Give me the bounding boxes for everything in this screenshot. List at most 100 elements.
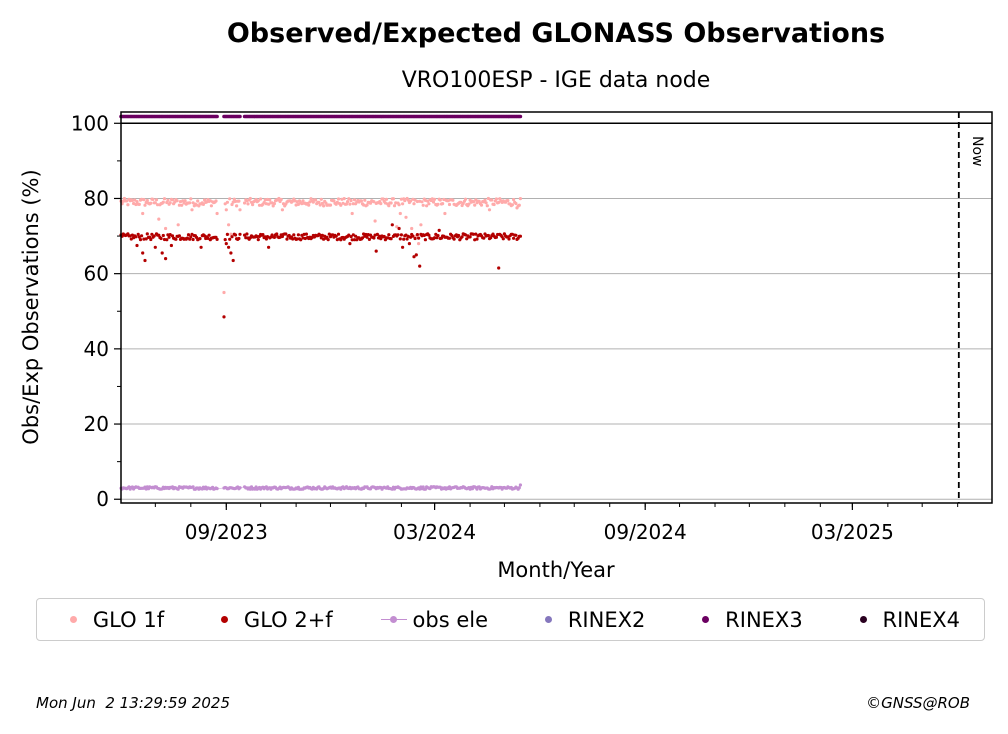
point-glo-1f xyxy=(201,202,205,206)
chart-subtitle: VRO100ESP - IGE data node xyxy=(402,68,711,93)
point-glo-2-f xyxy=(365,235,369,239)
point-glo-1f xyxy=(320,201,324,205)
point-glo-1f xyxy=(332,199,336,203)
point-glo-1f xyxy=(237,199,241,203)
point-glo-2-f xyxy=(231,258,235,263)
point-glo-2-f xyxy=(399,233,403,237)
footer-timestamp: Mon Jun 2 13:29:59 2025 xyxy=(36,694,230,712)
point-glo-2-f xyxy=(143,258,147,263)
legend-label: obs ele xyxy=(412,607,488,632)
legend-item-glo-1f: GLO 1f xyxy=(61,608,164,632)
point-glo-1f xyxy=(368,201,373,205)
point-glo-1f xyxy=(176,223,180,227)
point-glo-2-f xyxy=(299,238,303,242)
point-glo-2-f xyxy=(518,234,523,238)
legend-marker-icon xyxy=(380,613,407,627)
point-glo-2-f xyxy=(150,232,154,236)
point-glo-2-f xyxy=(287,233,291,238)
legend-label: RINEX2 xyxy=(567,607,646,632)
point-glo-1f xyxy=(229,232,233,236)
point-glo-2-f xyxy=(397,226,401,231)
point-glo-1f xyxy=(164,226,168,231)
point-glo-1f xyxy=(395,225,399,229)
point-glo-1f xyxy=(314,198,318,202)
point-glo-2-f xyxy=(372,236,376,240)
point-glo-1f xyxy=(230,202,234,207)
point-glo-1f xyxy=(168,201,172,205)
legend-marker-icon xyxy=(212,613,238,627)
point-glo-1f xyxy=(427,202,431,206)
point-glo-2-f xyxy=(229,251,233,255)
point-glo-1f xyxy=(487,208,492,212)
point-glo-2-f xyxy=(501,237,505,241)
point-glo-1f xyxy=(497,200,501,204)
point-glo-2-f xyxy=(174,237,178,241)
legend: GLO 1f GLO 2+f obs ele RINEX2 RINEX3 RINEX4 xyxy=(36,598,985,641)
point-glo-1f xyxy=(268,198,272,202)
point-glo-1f xyxy=(352,198,357,202)
point-glo-1f xyxy=(394,201,398,205)
point-glo-1f xyxy=(409,199,413,203)
point-obs-ele xyxy=(517,486,521,490)
point-glo-2-f xyxy=(349,235,353,239)
point-glo-2-f xyxy=(326,238,330,242)
point-glo-2-f xyxy=(347,233,351,237)
point-glo-2-f xyxy=(227,245,231,249)
point-glo-1f xyxy=(280,208,284,212)
point-obs-ele xyxy=(238,486,242,490)
point-glo-1f xyxy=(154,198,159,202)
point-glo-1f xyxy=(190,208,194,212)
point-rinex3 xyxy=(518,114,523,119)
y-tick-label: 60 xyxy=(84,262,109,286)
point-glo-2-f xyxy=(284,232,288,236)
point-glo-1f xyxy=(419,223,423,227)
y-axis-label: Obs/Exp Observations (%) xyxy=(19,169,43,444)
point-glo-2-f xyxy=(161,233,165,238)
point-glo-2-f xyxy=(145,232,149,236)
point-glo-2-f xyxy=(135,243,139,248)
point-glo-2-f xyxy=(189,235,193,239)
point-glo-1f xyxy=(188,201,192,205)
point-glo-1f xyxy=(420,200,424,204)
point-glo-2-f xyxy=(159,236,163,241)
point-glo-1f xyxy=(346,200,350,204)
point-glo-2-f xyxy=(468,235,472,239)
legend-marker-icon xyxy=(851,613,877,627)
point-glo-2-f xyxy=(465,237,469,241)
y-tick-label: 20 xyxy=(84,412,109,436)
point-glo-1f xyxy=(421,203,425,207)
point-glo-1f xyxy=(511,198,516,202)
point-glo-1f xyxy=(141,211,145,216)
point-glo-2-f xyxy=(160,251,164,255)
point-glo-1f xyxy=(189,197,193,201)
point-glo-2-f xyxy=(412,255,416,259)
point-glo-2-f xyxy=(367,237,371,241)
point-glo-2-f xyxy=(144,237,148,241)
point-glo-2-f xyxy=(272,235,276,239)
data-points xyxy=(119,114,523,491)
point-glo-2-f xyxy=(405,237,409,241)
point-glo-2-f xyxy=(238,232,242,236)
point-glo-1f xyxy=(161,200,165,204)
point-glo-2-f xyxy=(494,235,498,239)
y-tick-label: 80 xyxy=(84,186,109,210)
point-glo-1f xyxy=(433,197,437,201)
point-glo-1f xyxy=(180,203,184,207)
reference-lines: Now xyxy=(121,112,992,503)
point-glo-2-f xyxy=(360,236,365,240)
legend-item-rinex4: RINEX4 xyxy=(851,608,960,632)
point-rinex3 xyxy=(238,114,242,119)
point-glo-2-f xyxy=(207,233,211,237)
point-glo-2-f xyxy=(136,232,140,236)
point-glo-1f xyxy=(227,223,231,227)
point-glo-1f xyxy=(490,198,494,202)
point-glo-1f xyxy=(412,202,416,206)
point-glo-1f xyxy=(251,203,255,207)
point-glo-2-f xyxy=(165,238,169,242)
point-glo-2-f xyxy=(275,232,279,236)
point-glo-1f xyxy=(137,202,141,206)
legend-label: RINEX3 xyxy=(725,607,803,632)
point-glo-2-f xyxy=(348,242,352,246)
point-glo-1f xyxy=(214,199,218,203)
